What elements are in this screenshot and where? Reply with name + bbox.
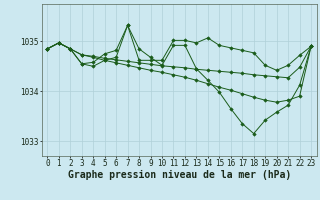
X-axis label: Graphe pression niveau de la mer (hPa): Graphe pression niveau de la mer (hPa) bbox=[68, 170, 291, 180]
